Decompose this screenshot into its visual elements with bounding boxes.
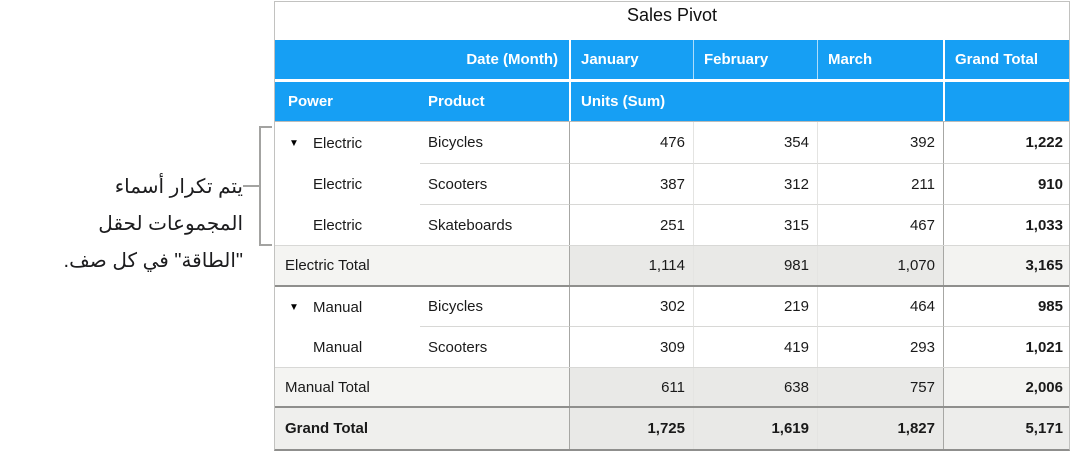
column-header-grand-total[interactable]: Grand Total (943, 40, 1069, 79)
callout-connector-line (243, 185, 259, 187)
table-row: ▼ Manual Bicycles 302 219 464 985 (275, 287, 1069, 327)
value-cell[interactable]: 392 (817, 122, 943, 164)
value-cell[interactable]: 354 (693, 122, 817, 164)
product-cell[interactable]: Scooters (428, 338, 488, 356)
callout-line-1: يتم تكرار أسماء (114, 176, 243, 198)
power-cell[interactable]: ▼ Electric (275, 122, 420, 164)
table-body: ▼ Electric Bicycles 476 354 392 1,222 Ele… (275, 121, 1069, 449)
power-label: Manual (313, 338, 363, 356)
value-cell[interactable]: 251 (569, 205, 693, 245)
product-cell[interactable]: Bicycles (420, 287, 569, 327)
column-header-product[interactable]: Product (428, 93, 485, 110)
grand-total-value-cell[interactable]: 1,827 (817, 408, 943, 449)
column-header-power[interactable]: Power (288, 93, 334, 110)
grand-total-value-cell[interactable]: 1,619 (693, 408, 817, 449)
callout-bracket (259, 126, 272, 246)
subtotal-row-manual: Manual Total 611 638 757 2,006 (275, 368, 1069, 408)
value-cell[interactable]: 219 (693, 287, 817, 327)
table-row: Electric Scooters 387 312 211 910 (275, 164, 1069, 205)
value-cell[interactable]: 464 (817, 287, 943, 327)
column-header-march[interactable]: March (817, 40, 943, 79)
power-label: Electric (313, 216, 363, 234)
power-label: Manual (313, 298, 363, 316)
value-cell[interactable]: 293 (817, 327, 943, 367)
subtotal-label[interactable]: Manual Total (275, 368, 569, 406)
product-cell[interactable]: Skateboards (428, 216, 513, 234)
table-row: Electric Skateboards 251 315 467 1,033 (275, 205, 1069, 246)
product-cell[interactable]: Scooters (420, 164, 569, 205)
power-cell[interactable]: Manual (275, 327, 420, 367)
row-total-cell[interactable]: 985 (943, 287, 1069, 327)
callout-annotation: يتم تكرار أسماء المجموعات لحقل "الطاقة" … (0, 169, 243, 280)
grand-total-row: Grand Total 1,725 1,619 1,827 5,171 (275, 408, 1069, 449)
value-cell[interactable]: 309 (569, 327, 693, 367)
column-header-february[interactable]: February (693, 40, 817, 79)
callout-line-3: "الطاقة" في كل صف. (63, 250, 243, 272)
power-cell[interactable]: Electric (275, 205, 420, 245)
disclosure-triangle-icon[interactable]: ▼ (289, 137, 299, 149)
value-cell[interactable]: 312 (693, 164, 817, 205)
row-total-cell[interactable]: 910 (943, 164, 1069, 205)
power-cell[interactable]: ▼ Manual (275, 287, 420, 327)
grand-total-total-cell[interactable]: 5,171 (943, 408, 1069, 449)
grand-total-value-cell[interactable]: 1,725 (569, 408, 693, 449)
column-header-units-sum[interactable]: Units (Sum) (569, 82, 943, 121)
table-row: Manual Scooters 309 419 293 1,021 (275, 327, 1069, 368)
subtotal-total-cell[interactable]: 2,006 (943, 368, 1069, 406)
column-header-date-month[interactable]: Date (Month) (466, 51, 558, 68)
subtotal-value-cell[interactable]: 611 (569, 368, 693, 406)
value-cell[interactable]: 476 (569, 122, 693, 164)
subtotal-value-cell[interactable]: 638 (693, 368, 817, 406)
value-cell[interactable]: 419 (693, 327, 817, 367)
column-header-january[interactable]: January (569, 40, 693, 79)
disclosure-triangle-icon[interactable]: ▼ (289, 301, 299, 313)
header-row-months: Date (Month) January February March Gran… (275, 40, 1069, 82)
header-row-fields: Power Product Units (Sum) (275, 82, 1069, 121)
row-total-cell[interactable]: 1,033 (943, 205, 1069, 245)
power-cell[interactable]: Electric (275, 164, 420, 205)
row-total-cell[interactable]: 1,222 (943, 122, 1069, 164)
subtotal-value-cell[interactable]: 1,070 (817, 246, 943, 285)
subtotal-value-cell[interactable]: 1,114 (569, 246, 693, 285)
subtotal-row-electric: Electric Total 1,114 981 1,070 3,165 (275, 246, 1069, 287)
subtotal-value-cell[interactable]: 981 (693, 246, 817, 285)
subtotal-label[interactable]: Electric Total (275, 246, 569, 285)
pivot-table: Sales Pivot Date (Month) January Februar… (274, 1, 1070, 451)
callout-line-2: المجموعات لحقل (98, 213, 243, 235)
subtotal-total-cell[interactable]: 3,165 (943, 246, 1069, 285)
row-total-cell[interactable]: 1,021 (943, 327, 1069, 367)
value-cell[interactable]: 467 (817, 205, 943, 245)
subtotal-value-cell[interactable]: 757 (817, 368, 943, 406)
power-label: Electric (313, 176, 363, 193)
table-title: Sales Pivot (626, 5, 718, 25)
power-label: Electric (313, 134, 363, 152)
value-cell[interactable]: 211 (817, 164, 943, 205)
header-empty-cell[interactable] (943, 82, 1069, 121)
value-cell[interactable]: 302 (569, 287, 693, 327)
table-row: ▼ Electric Bicycles 476 354 392 1,222 (275, 122, 1069, 164)
value-cell[interactable]: 387 (569, 164, 693, 205)
grand-total-label[interactable]: Grand Total (275, 408, 569, 449)
value-cell[interactable]: 315 (693, 205, 817, 245)
product-cell[interactable]: Bicycles (420, 122, 569, 164)
